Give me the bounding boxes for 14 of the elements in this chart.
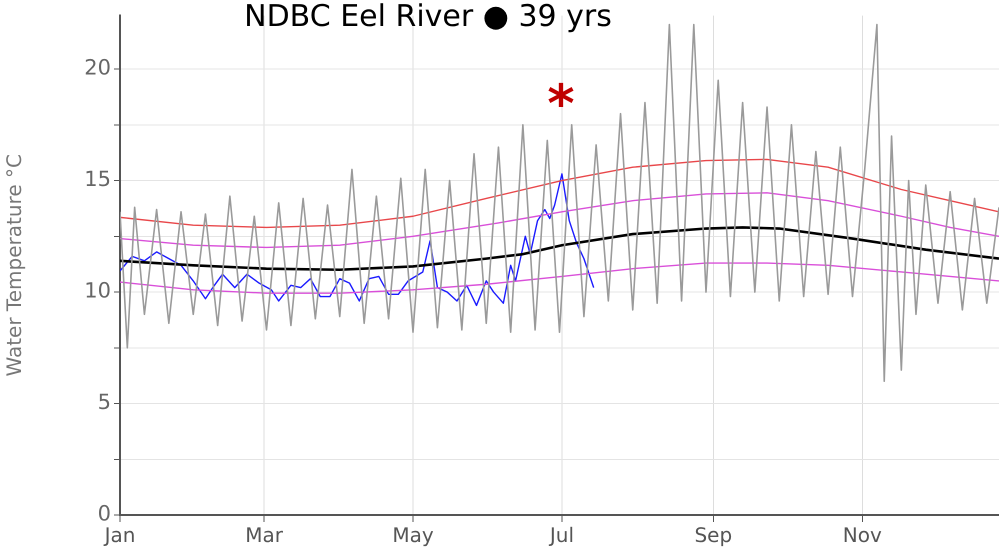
x-tick-label: Jul <box>548 523 574 548</box>
y-axis-title: Water Temperature °C <box>2 154 26 377</box>
x-tick-label: May <box>392 523 434 548</box>
y-tick-label: 15 <box>84 167 111 192</box>
y-tick-label: 5 <box>98 390 111 414</box>
x-tick-label: Jan <box>102 523 136 548</box>
x-tick-label: Nov <box>842 523 882 548</box>
x-tick-label: Mar <box>245 523 284 548</box>
annotation: * <box>547 74 575 135</box>
y-tick-label: 20 <box>84 56 111 80</box>
chart-title: NDBC Eel River ● 39 yrs <box>244 0 612 34</box>
y-tick-label: 0 <box>98 501 111 526</box>
x-tick-label: Sep <box>694 523 732 548</box>
y-tick-label: 10 <box>84 278 111 303</box>
